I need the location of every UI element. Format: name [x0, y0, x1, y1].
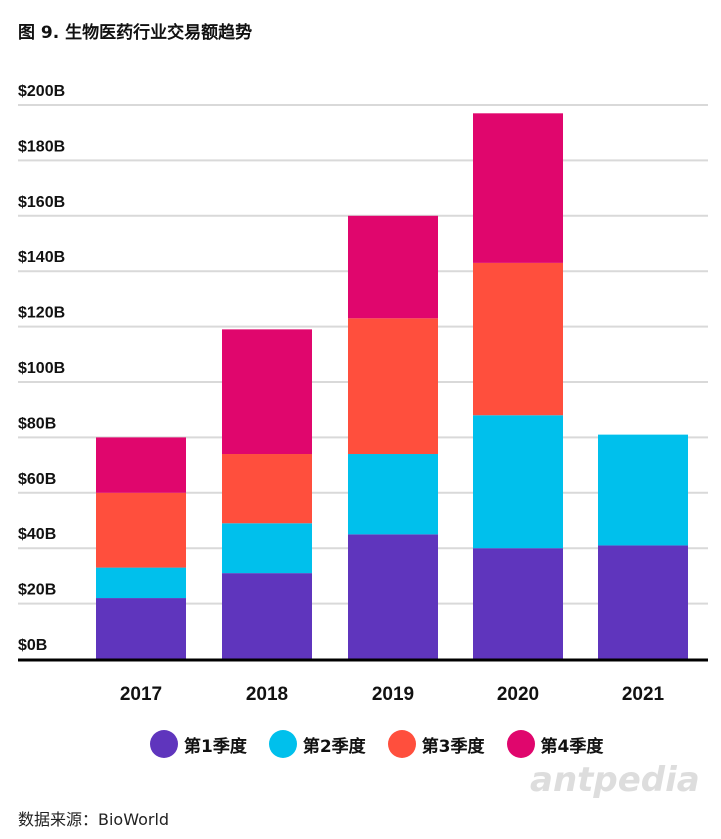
y-tick-label: $160B	[18, 194, 65, 211]
legend-item: 第2季度	[268, 730, 366, 758]
watermark: antpedia	[530, 760, 700, 800]
x-tick-label: 2018	[246, 684, 288, 705]
bar-2020-q2	[473, 415, 563, 549]
legend-swatch	[268, 730, 297, 758]
x-tick-label: 2017	[120, 684, 162, 705]
legend-swatch	[506, 730, 535, 758]
y-tick-label: $120B	[18, 305, 65, 322]
legend-item: 第3季度	[387, 730, 485, 758]
legend-swatch	[150, 730, 178, 758]
bar-2019-q4	[348, 215, 438, 319]
chart-title: 图 9. 生物医药行业交易额趋势	[18, 23, 253, 43]
legend: 第1季度 第2季度 第3季度 第4季度	[150, 730, 603, 758]
y-tick-label: $40B	[18, 526, 56, 543]
legend-item: 第1季度	[150, 730, 247, 758]
legend-item: 第4季度	[506, 730, 604, 758]
x-tick-label: 2020	[497, 684, 539, 705]
legend-label: 第3季度	[421, 736, 485, 757]
legend-label: 第1季度	[184, 736, 247, 757]
bar-2018-q2	[222, 523, 312, 574]
bar-2017-q2	[96, 567, 186, 599]
stacked-bar-chart: $0B $20B $40B $60B $80B $100B $120B $140B $160B $…	[18, 83, 708, 705]
bar-2018-q3	[222, 454, 312, 524]
legend-label: 第4季度	[540, 736, 604, 757]
legend-label: 第2季度	[302, 736, 366, 757]
y-tick-label: $100B	[18, 360, 65, 377]
bar-2017-q3	[96, 492, 186, 568]
x-tick-label: 2019	[372, 684, 414, 705]
y-tick-label: $20B	[18, 582, 56, 599]
y-tick-label: $200B	[18, 83, 65, 100]
bar-2018-q1	[222, 573, 312, 659]
bar-2019-q2	[348, 454, 438, 535]
bar-2020-q3	[473, 262, 563, 416]
bar-2017-q1	[96, 598, 186, 659]
source-note: 数据来源：BioWorld	[18, 810, 170, 829]
y-tick-label: $140B	[18, 249, 65, 266]
bar-2017-q4	[96, 437, 186, 493]
y-tick-label: $180B	[18, 138, 65, 155]
bar-2019-q1	[348, 534, 438, 659]
x-tick-label: 2021	[622, 684, 665, 705]
y-tick-label: $0B	[18, 637, 47, 654]
bar-2021-q1	[598, 545, 688, 659]
y-tick-label: $80B	[18, 415, 56, 432]
bar-2021-q2	[598, 434, 688, 546]
bar-2018-q4	[222, 329, 312, 455]
bar-2020-q1	[473, 548, 563, 659]
bar-2019-q3	[348, 318, 438, 455]
bar-2020-q4	[473, 113, 563, 263]
y-tick-label: $60B	[18, 471, 56, 488]
legend-swatch	[387, 730, 416, 758]
